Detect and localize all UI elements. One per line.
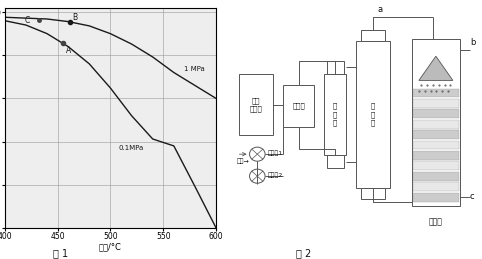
Text: 流量计1: 流量计1 [268,150,282,156]
Bar [413,130,459,139]
Text: 0.1MPa: 0.1MPa [119,145,144,151]
Bar [413,161,459,170]
Text: 净
化
室: 净 化 室 [333,103,337,126]
Text: 硫磺
熔融炉: 硫磺 熔融炉 [250,97,263,112]
Polygon shape [419,56,453,81]
Text: 接
触
室: 接 触 室 [371,103,375,126]
Bar [413,182,459,191]
Bar [324,74,346,155]
Text: A: A [66,46,71,55]
Bar [327,155,344,169]
Bar [413,89,459,97]
Text: a: a [377,5,383,14]
Bar [361,188,385,199]
Bar [361,30,385,41]
Text: 燃烧室: 燃烧室 [292,102,305,109]
Text: c: c [470,192,474,201]
Text: 图 1: 图 1 [53,248,68,258]
Bar [413,120,459,129]
Text: 流量计2: 流量计2 [268,172,283,178]
X-axis label: 温度/°C: 温度/°C [99,242,122,251]
Bar [413,99,459,108]
Text: b: b [470,38,475,47]
Text: 吸收塔: 吸收塔 [429,217,443,226]
Bar [412,39,460,206]
Bar [413,193,459,202]
Text: 1 MPa: 1 MPa [185,66,205,72]
Text: 空气→: 空气→ [237,159,249,164]
Bar [413,172,459,181]
Text: C: C [25,16,30,25]
Bar [413,141,459,149]
Bar [413,109,459,118]
Bar [283,85,314,127]
Text: B: B [72,13,78,21]
Bar [356,41,390,188]
Bar [239,74,273,135]
Bar [327,61,344,74]
Text: 图 2: 图 2 [296,248,311,258]
Bar [413,151,459,160]
